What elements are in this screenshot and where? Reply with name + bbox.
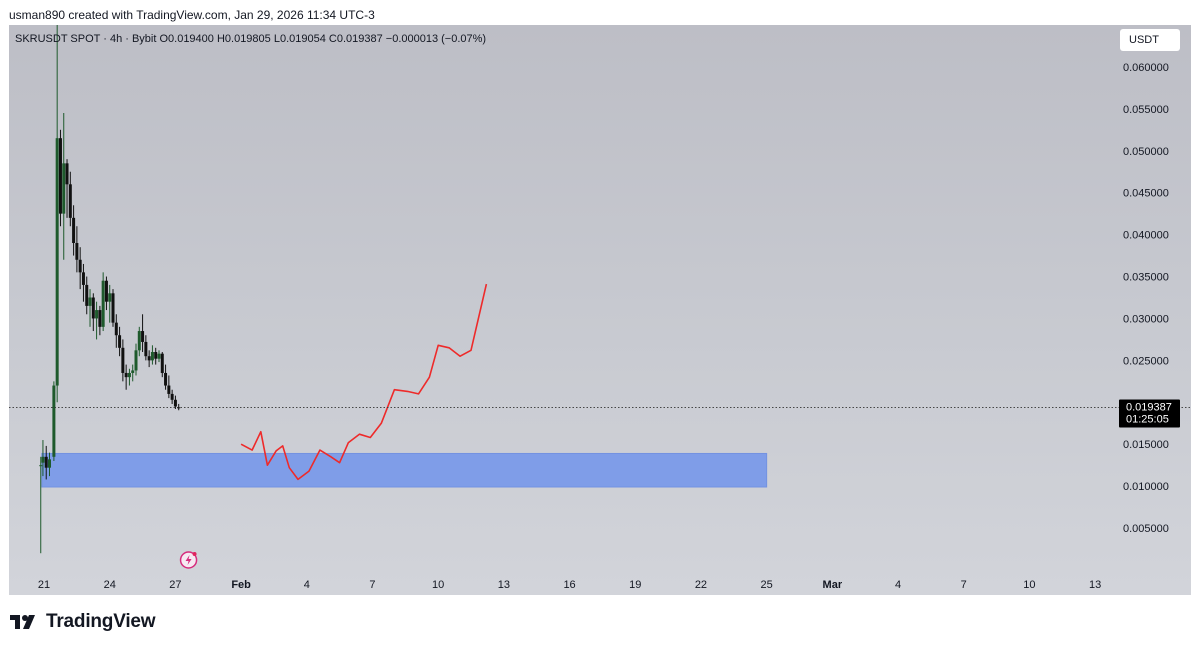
candle-body-34 xyxy=(150,352,154,361)
candle-body-21 xyxy=(108,293,112,302)
candle-body-36 xyxy=(157,353,161,359)
candle-body-38 xyxy=(164,372,168,386)
tradingview-wordmark: TradingView xyxy=(46,611,156,632)
x-axis-tick-label: 7 xyxy=(369,579,375,591)
symbol-legend: SKRUSDT SPOT · 4h · Bybit O0.019400 H0.0… xyxy=(15,33,487,45)
candle-body-12 xyxy=(78,259,82,273)
x-axis-tick-label: Mar xyxy=(823,579,843,591)
x-axis-tick-label: 13 xyxy=(498,579,510,591)
candle-body-37 xyxy=(160,353,164,373)
candle-body-18 xyxy=(98,310,102,327)
y-axis-tick-label: 0.025000 xyxy=(1123,355,1169,367)
y-axis-tick-label: 0.060000 xyxy=(1123,62,1169,74)
candle-body-4 xyxy=(52,385,56,457)
candle-body-8 xyxy=(65,163,69,185)
event-marker-dot xyxy=(192,552,197,556)
currency-selector-button[interactable]: USDT xyxy=(1120,29,1180,51)
candle-body-29 xyxy=(134,350,138,371)
candle-body-14 xyxy=(85,284,89,306)
candle-body-11 xyxy=(75,243,79,260)
candle-body-17 xyxy=(95,310,99,319)
candle-body-23 xyxy=(114,322,118,336)
y-axis-tick-label: 0.040000 xyxy=(1123,230,1169,242)
y-axis-tick-label: 0.055000 xyxy=(1123,104,1169,116)
countdown-label: 01:25:05 xyxy=(1126,413,1169,425)
x-axis-tick-label: 19 xyxy=(629,579,641,591)
x-axis-tick-label: 25 xyxy=(761,579,773,591)
candle-body-16 xyxy=(91,297,95,319)
candle-body-7 xyxy=(62,163,66,214)
candle-body-22 xyxy=(111,293,115,323)
x-axis-tick-label: Feb xyxy=(231,579,251,591)
candle-body-9 xyxy=(68,184,72,218)
candle-body-35 xyxy=(154,352,158,359)
candle-body-27 xyxy=(127,372,131,378)
projection-path-line xyxy=(240,283,488,481)
x-axis-tick-label: 21 xyxy=(38,579,50,591)
candle-body-25 xyxy=(121,347,125,373)
y-axis-tick-label: 0.035000 xyxy=(1123,272,1169,284)
y-axis-tick-label: 0.015000 xyxy=(1123,439,1169,451)
candle-body-6 xyxy=(58,138,62,214)
candle-body-42 xyxy=(177,407,181,409)
candle-body-39 xyxy=(167,385,171,394)
demand-zone-rectangle xyxy=(41,452,768,488)
candle-body-40 xyxy=(170,393,174,400)
y-axis-tick-label: 0.045000 xyxy=(1123,188,1169,200)
candle-body-33 xyxy=(147,356,151,361)
y-axis-tick-label: 0.005000 xyxy=(1123,523,1169,535)
x-axis-tick-label: 4 xyxy=(895,579,901,591)
candle-body-24 xyxy=(118,335,122,348)
x-axis-tick-label: 24 xyxy=(104,579,116,591)
candle-body-26 xyxy=(124,372,128,378)
candle-body-5 xyxy=(55,138,59,386)
candle-body-41 xyxy=(173,399,177,407)
candle-body-28 xyxy=(131,370,135,373)
chart-byline: usman890 created with TradingView.com, J… xyxy=(9,8,375,22)
last-price-label: 0.019387 xyxy=(1126,401,1172,413)
tradingview-logo-icon xyxy=(10,615,35,629)
candle-body-3 xyxy=(48,459,52,468)
last-price-tag xyxy=(1119,399,1180,428)
x-axis-tick-label: 22 xyxy=(695,579,707,591)
candle-body-15 xyxy=(88,297,92,306)
candle-body-32 xyxy=(144,341,148,357)
candle-body-13 xyxy=(81,272,85,285)
candle-body-20 xyxy=(104,280,108,302)
x-axis-tick-label: 13 xyxy=(1089,579,1101,591)
y-axis-tick-label: 0.050000 xyxy=(1123,146,1169,158)
x-axis-tick-label: 4 xyxy=(304,579,310,591)
price-chart-svg[interactable]: 0.005000 0.010000 0.015000 0.025000 0.030000… xyxy=(9,25,1191,595)
y-axis-tick-label: 0.010000 xyxy=(1123,481,1169,493)
y-axis-tick-label: 0.030000 xyxy=(1123,313,1169,325)
tradingview-logo[interactable]: TradingView xyxy=(10,610,156,634)
candle-body-2 xyxy=(44,456,48,468)
x-axis-tick-label: 16 xyxy=(563,579,575,591)
x-axis-tick-label: 27 xyxy=(169,579,181,591)
lightning-icon xyxy=(185,555,192,565)
chart-area[interactable]: 0.005000 0.010000 0.015000 0.025000 0.030000… xyxy=(9,25,1191,595)
candle-body-19 xyxy=(101,280,105,327)
candle-body-0 xyxy=(39,465,43,467)
x-axis-tick-label: 10 xyxy=(432,579,444,591)
x-axis-tick-label: 7 xyxy=(961,579,967,591)
candle-body-1 xyxy=(41,456,45,463)
candle-body-31 xyxy=(141,331,145,342)
candle-body-10 xyxy=(72,217,76,243)
candle-body-30 xyxy=(137,331,141,351)
x-axis-tick-label: 10 xyxy=(1023,579,1035,591)
